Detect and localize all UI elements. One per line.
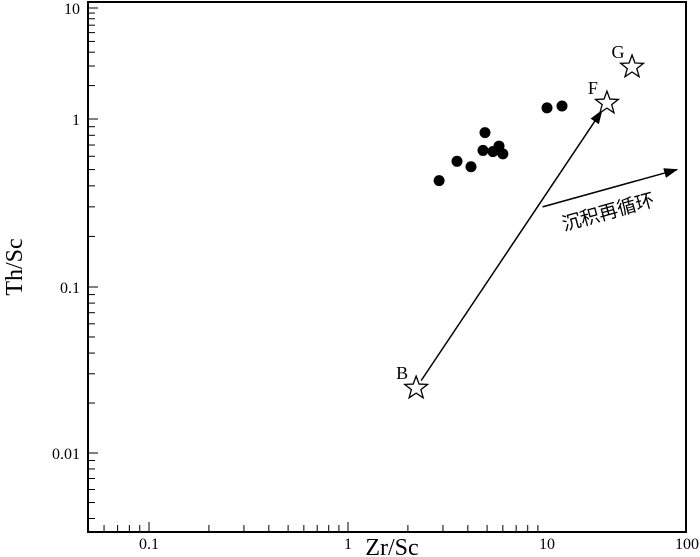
x-axis-label: Zr/Sc: [365, 535, 418, 557]
data-point: [556, 100, 568, 112]
reference-label: F: [588, 78, 598, 98]
arrow: [542, 168, 679, 208]
reference-star-G: [618, 53, 646, 79]
arrow: [420, 109, 603, 382]
data-point: [497, 148, 509, 160]
data-point: [465, 161, 477, 173]
x-tick-label: 100: [675, 536, 699, 553]
reference-star-B: [402, 374, 430, 400]
data-point: [479, 127, 491, 139]
y-tick-label: 10: [64, 1, 80, 18]
y-tick-label: 1: [72, 112, 80, 129]
y-tick-label: 0.01: [52, 446, 80, 463]
reference-label: B: [396, 363, 408, 383]
y-tick-label: 0.1: [60, 280, 80, 297]
x-tick-label: 10: [539, 536, 555, 553]
data-point: [433, 175, 445, 187]
data-point: [541, 102, 553, 114]
annotation-label: 沉积再循环: [560, 189, 657, 236]
plot-frame: [87, 1, 687, 533]
data-point: [451, 155, 463, 167]
reference-label: G: [612, 42, 625, 62]
x-tick-label: 0.1: [139, 536, 159, 553]
y-axis-label: Th/Sc: [2, 238, 28, 295]
data-point: [477, 144, 489, 156]
x-tick-label: 1: [344, 536, 352, 553]
reference-star-F: [593, 89, 621, 115]
